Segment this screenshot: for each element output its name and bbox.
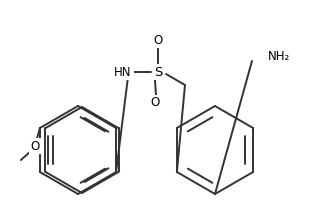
Text: O: O [151, 97, 160, 110]
Text: O: O [153, 34, 163, 47]
Text: S: S [154, 65, 162, 78]
Text: O: O [30, 140, 39, 153]
Text: HN: HN [114, 65, 132, 78]
Text: NH₂: NH₂ [268, 50, 290, 62]
